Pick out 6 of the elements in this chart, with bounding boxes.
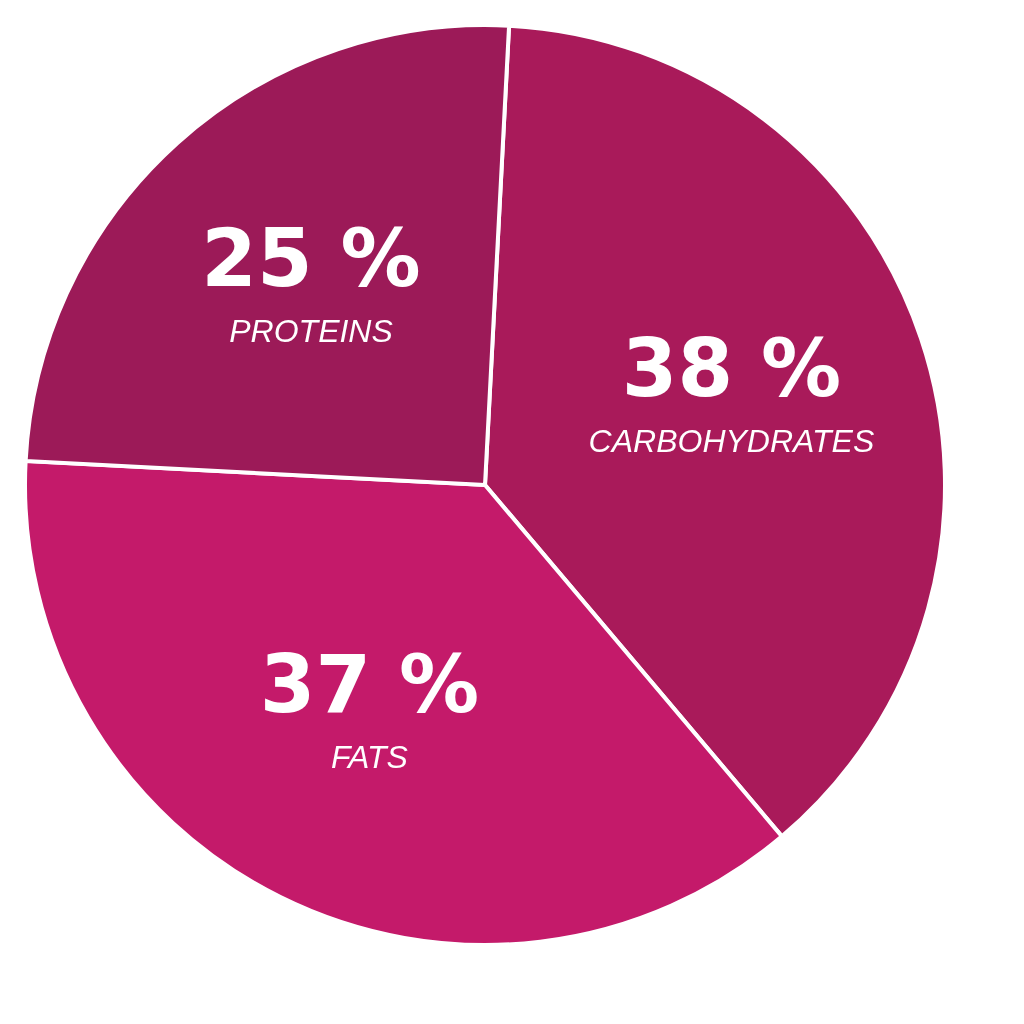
slice-label: FATS [330, 738, 408, 775]
slice-label: CARBOHYDRATES [588, 423, 875, 460]
data-label: 38 % [621, 322, 842, 416]
data-label: 25 % [201, 211, 421, 305]
data-label: 37 % [259, 637, 480, 731]
slice-label: PROTEINS [229, 312, 393, 349]
